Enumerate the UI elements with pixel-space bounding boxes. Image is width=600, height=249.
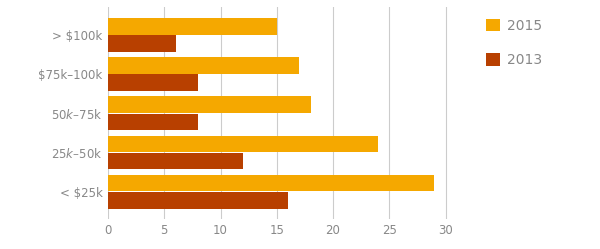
Bar (108, 114, 198, 130)
Bar (108, 35, 176, 52)
Bar (108, 153, 243, 169)
Bar (108, 96, 311, 113)
Bar (108, 192, 288, 209)
Bar (108, 57, 299, 74)
Bar (108, 74, 198, 91)
Bar (108, 175, 434, 191)
Bar (108, 18, 277, 35)
Legend: 2015, 2013: 2015, 2013 (482, 14, 547, 71)
Bar (108, 136, 378, 152)
